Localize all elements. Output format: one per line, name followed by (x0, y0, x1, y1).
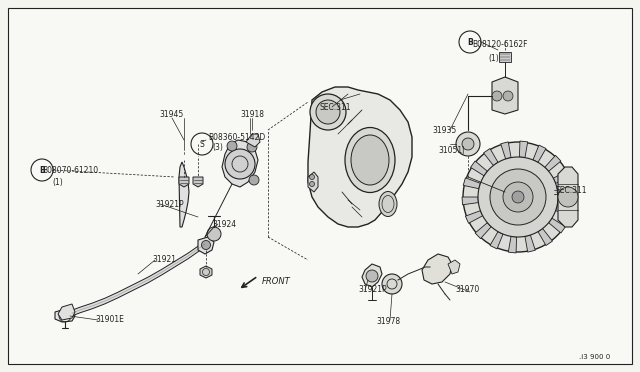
Circle shape (492, 91, 502, 101)
Text: B: B (39, 166, 45, 174)
Circle shape (382, 274, 402, 294)
Polygon shape (465, 211, 483, 223)
Polygon shape (492, 77, 518, 114)
Text: 31901E: 31901E (95, 315, 124, 324)
Circle shape (490, 169, 546, 225)
Text: (1): (1) (488, 54, 499, 62)
Polygon shape (179, 177, 189, 187)
Polygon shape (448, 260, 460, 274)
Circle shape (225, 149, 255, 179)
Polygon shape (556, 205, 573, 216)
Polygon shape (308, 172, 318, 192)
Text: 31921P: 31921P (358, 285, 387, 295)
Text: B08360-5142D: B08360-5142D (208, 132, 265, 141)
Ellipse shape (345, 128, 395, 192)
Polygon shape (533, 145, 546, 162)
Text: 31051J: 31051J (438, 145, 465, 154)
Circle shape (247, 142, 257, 152)
Ellipse shape (351, 135, 389, 185)
Text: (1): (1) (52, 177, 63, 186)
Text: S: S (200, 140, 204, 148)
Polygon shape (538, 228, 552, 246)
Circle shape (207, 227, 221, 241)
Circle shape (478, 157, 558, 237)
Circle shape (310, 94, 346, 130)
Polygon shape (525, 235, 535, 252)
Text: 31978: 31978 (376, 317, 400, 327)
Text: FRONT: FRONT (262, 278, 291, 286)
Polygon shape (179, 162, 189, 227)
Polygon shape (222, 140, 258, 187)
Polygon shape (545, 155, 561, 171)
Text: B: B (467, 38, 473, 46)
Text: SEC.311: SEC.311 (320, 103, 351, 112)
Circle shape (227, 141, 237, 151)
Circle shape (512, 191, 524, 203)
Circle shape (463, 142, 573, 252)
Circle shape (310, 182, 314, 186)
Polygon shape (198, 237, 214, 254)
Text: (3): (3) (212, 142, 223, 151)
Polygon shape (499, 52, 511, 62)
Text: 31935: 31935 (432, 125, 456, 135)
Polygon shape (490, 232, 503, 249)
Circle shape (503, 91, 513, 101)
Text: 31945: 31945 (160, 109, 184, 119)
Circle shape (558, 187, 578, 207)
Circle shape (249, 175, 259, 185)
Polygon shape (308, 87, 412, 227)
Polygon shape (362, 264, 382, 287)
Polygon shape (72, 241, 205, 316)
Text: 31921P: 31921P (155, 199, 184, 208)
Text: SEC.311: SEC.311 (555, 186, 586, 195)
Polygon shape (558, 167, 578, 227)
Circle shape (366, 270, 378, 282)
Text: 31918: 31918 (240, 109, 264, 119)
Polygon shape (422, 254, 452, 284)
Circle shape (202, 241, 211, 250)
Polygon shape (246, 134, 260, 147)
Polygon shape (484, 148, 498, 166)
Text: 31921: 31921 (152, 256, 176, 264)
Polygon shape (462, 197, 478, 205)
Circle shape (316, 100, 340, 124)
Ellipse shape (379, 192, 397, 217)
Text: 31970: 31970 (456, 285, 480, 295)
Circle shape (503, 182, 533, 212)
Text: B08070-61210: B08070-61210 (42, 166, 98, 174)
Polygon shape (554, 171, 571, 183)
Polygon shape (520, 141, 528, 158)
Polygon shape (200, 266, 212, 278)
Polygon shape (470, 161, 487, 176)
Text: 31924: 31924 (212, 219, 236, 228)
Polygon shape (500, 142, 511, 159)
Polygon shape (193, 177, 203, 187)
Polygon shape (463, 178, 481, 189)
Text: B08120-6162F: B08120-6162F (472, 39, 527, 48)
Polygon shape (475, 223, 492, 238)
Circle shape (456, 132, 480, 156)
Polygon shape (557, 189, 574, 197)
Polygon shape (58, 304, 75, 320)
Text: .i3 900 0: .i3 900 0 (579, 354, 610, 360)
Polygon shape (508, 236, 516, 253)
Circle shape (462, 138, 474, 150)
Polygon shape (548, 218, 566, 233)
Circle shape (310, 174, 314, 180)
Polygon shape (55, 310, 75, 322)
